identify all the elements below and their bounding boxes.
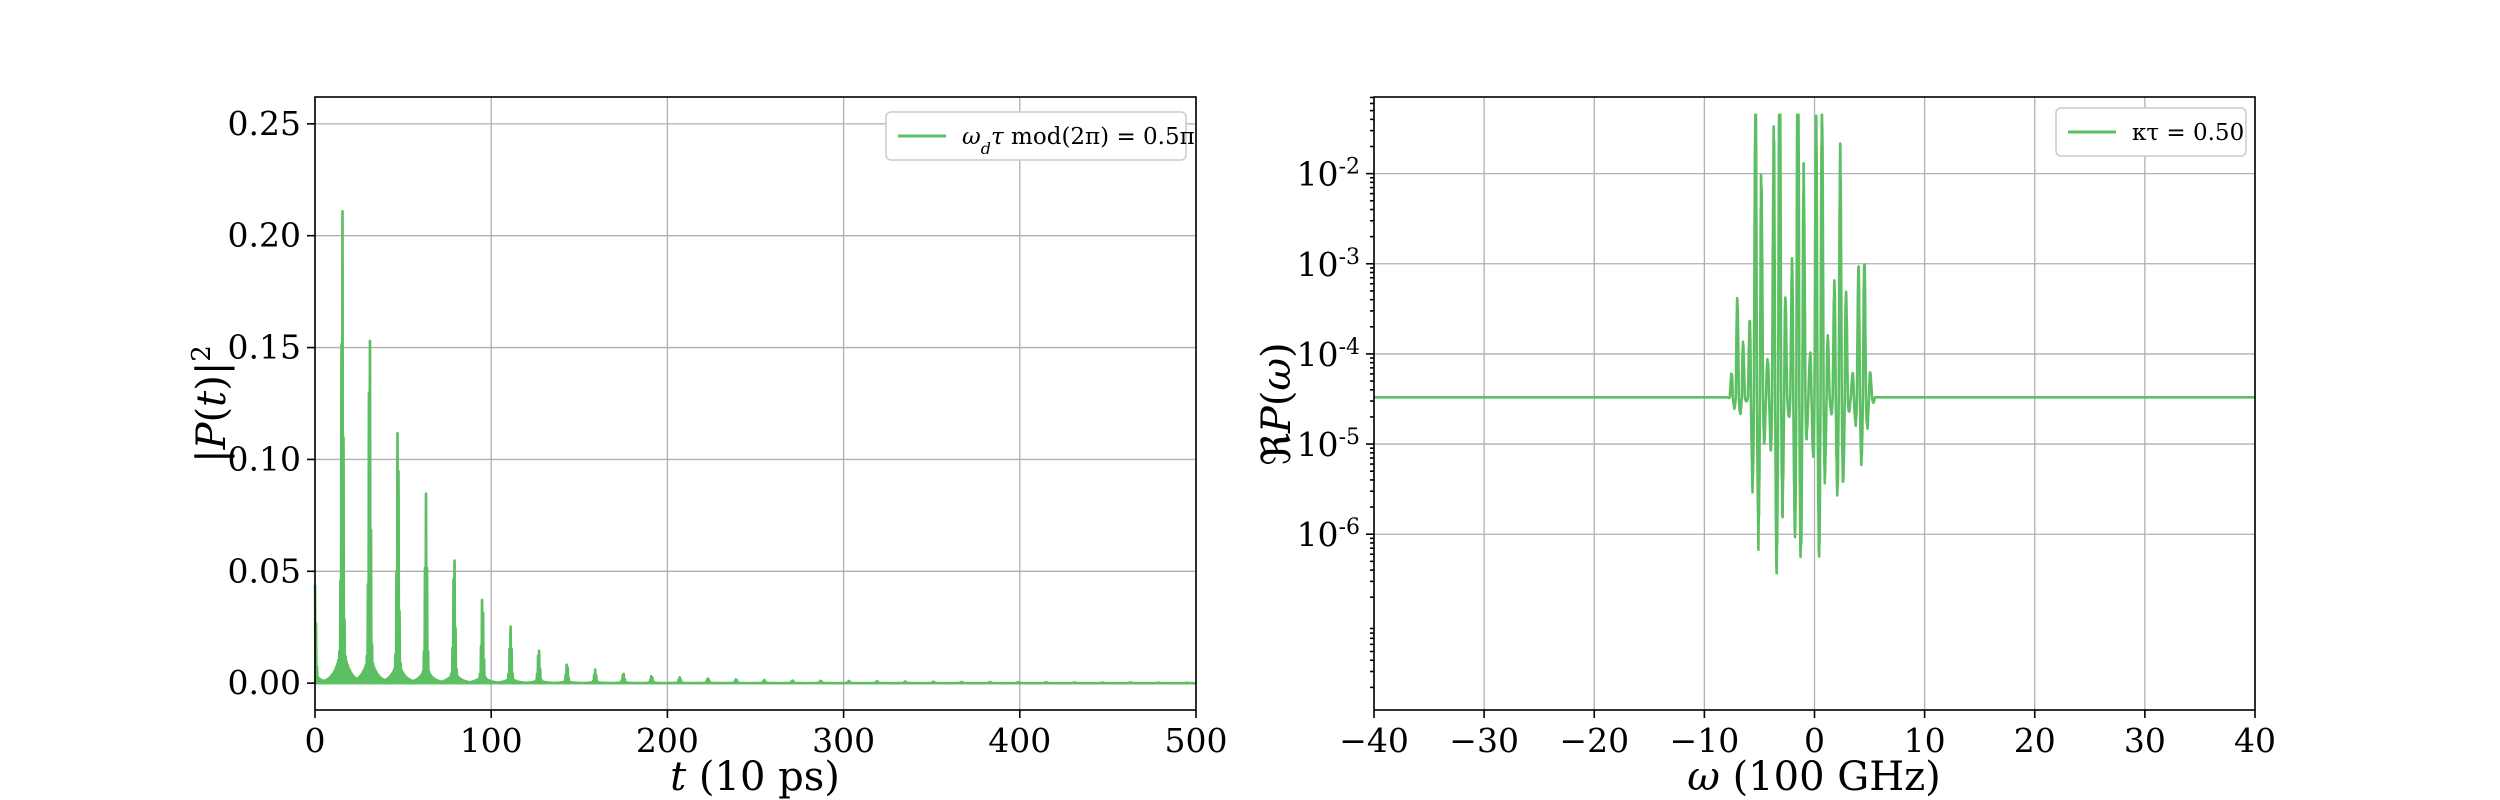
left-panel-time-domain: 0 100 200 300 400 500 0.00 0.05 0.10 0.15 0.20 0.2… <box>187 96 1228 800</box>
right-x-axis-label: ω (100 GHz) <box>1687 754 1941 800</box>
right-y-tick-label: 10-4 <box>1297 334 1360 374</box>
left-y-tick-label: 0.05 <box>228 551 301 590</box>
left-grid <box>314 97 1197 710</box>
right-x-tick-label: 0 <box>1804 721 1825 760</box>
right-y-tick-label: 10-5 <box>1297 425 1360 465</box>
right-x-tick-label: 10 <box>1904 721 1946 760</box>
right-plot-area <box>1372 113 2257 575</box>
left-y-tick-label: 0.10 <box>228 439 301 478</box>
right-x-tick-label: 20 <box>2014 721 2056 760</box>
right-panel-frequency-domain: −40 −30 −20 −10 0 10 20 30 40 10-610-510-410-310… <box>1254 96 2276 800</box>
right-y-tick-label: 10-3 <box>1297 244 1360 284</box>
left-legend: ωdτ mod(2π) = 0.5π <box>885 111 1195 161</box>
left-x-tick-label: 200 <box>636 721 699 760</box>
left-y-tick-label: 0.20 <box>228 216 301 255</box>
left-y-tick-label: 0.25 <box>228 104 301 143</box>
right-y-ticks: 10-6 10-5 10-4 10-3 10-2 <box>1297 96 1374 689</box>
left-legend-box <box>885 111 1187 161</box>
left-x-tick-label: 400 <box>988 721 1051 760</box>
right-x-tick-label: 40 <box>2234 721 2276 760</box>
right-legend-box <box>2055 107 2247 157</box>
left-y-ticks: 0.00 0.05 0.10 0.15 0.20 0.25 <box>228 104 315 702</box>
right-x-tick-label: −30 <box>1449 721 1519 760</box>
right-x-ticks: −40 −30 −20 −10 0 10 20 30 40 <box>1339 710 2276 760</box>
left-x-axis-label: t (10 ps) <box>670 754 840 800</box>
right-x-tick-label: −40 <box>1339 721 1409 760</box>
left-x-ticks: 0 100 200 300 400 500 <box>305 710 1228 760</box>
left-plot-area <box>313 209 1198 685</box>
right-x-tick-label: −10 <box>1670 721 1740 760</box>
left-x-tick-label: 500 <box>1165 721 1228 760</box>
right-y-tick-label: 10-6 <box>1297 515 1360 555</box>
right-legend: κτ = 0.50 <box>2055 107 2247 157</box>
left-y-axis-label: |P(t)|2 <box>187 345 235 463</box>
left-x-tick-label: 300 <box>812 721 875 760</box>
right-series-line <box>1372 113 2257 575</box>
left-x-tick-label: 100 <box>460 721 523 760</box>
right-y-tick-label: 10-2 <box>1297 154 1360 194</box>
left-x-tick-label: 0 <box>305 721 326 760</box>
right-y-axis-label: ℜP(ω) <box>1254 342 1300 465</box>
right-legend-label: κτ = 0.50 <box>2132 120 2244 146</box>
left-series-line <box>313 209 1198 685</box>
left-y-tick-label: 0.15 <box>228 328 301 367</box>
right-x-tick-label: 30 <box>2124 721 2166 760</box>
right-x-tick-label: −20 <box>1559 721 1629 760</box>
left-axes-frame <box>314 96 1197 711</box>
left-y-tick-label: 0.00 <box>228 663 301 702</box>
